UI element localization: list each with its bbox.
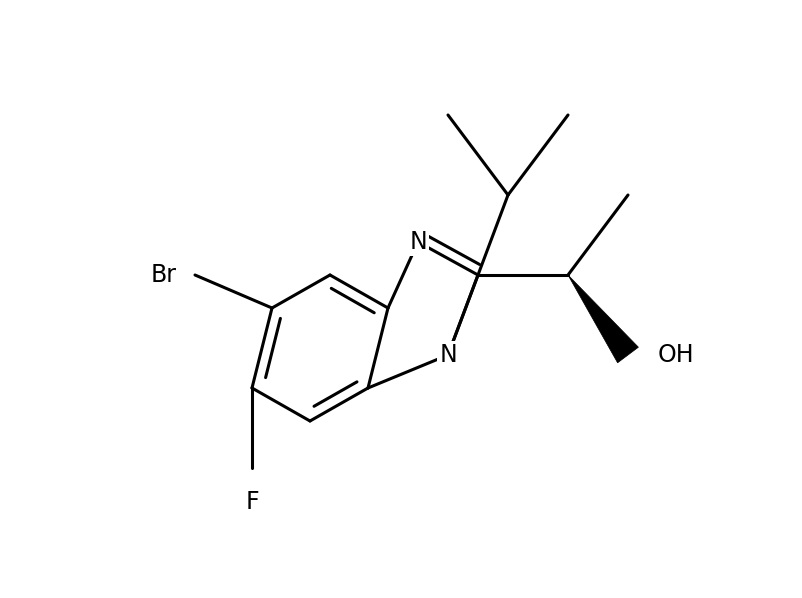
Text: F: F [245, 490, 259, 514]
Text: Br: Br [151, 263, 177, 287]
Polygon shape [568, 275, 638, 363]
Text: OH: OH [658, 343, 695, 367]
Text: N: N [409, 230, 427, 254]
Text: N: N [439, 343, 457, 367]
